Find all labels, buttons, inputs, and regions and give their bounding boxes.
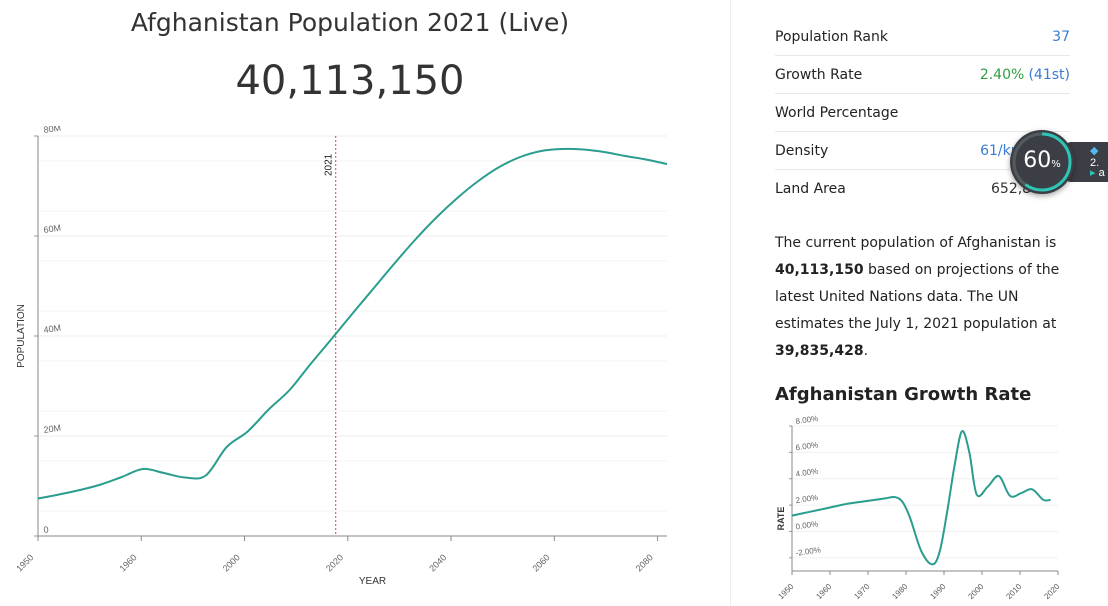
stat-row-growth-rate: Growth Rate 2.40% (41st): [775, 56, 1070, 94]
y-axis-label: RATE: [776, 507, 786, 531]
desc-text: based on projections of the latest Unite…: [775, 262, 1060, 332]
x-tick-label: 2010: [1004, 582, 1023, 601]
desc-live-population: 40,113,150: [775, 262, 864, 278]
stat-row-world-percentage: World Percentage: [775, 94, 1070, 132]
x-tick-label: 2020: [324, 552, 345, 573]
stat-label: Population Rank: [775, 28, 888, 45]
stat-label: Growth Rate: [775, 66, 863, 83]
y-tick-label: 40M: [43, 323, 62, 335]
y-tick-label: 6.00%: [795, 440, 819, 452]
population-description: The current population of Afghanistan is…: [775, 230, 1075, 365]
gauge-percent: 60%: [1023, 148, 1061, 173]
live-population-counter: 40,113,150: [235, 58, 465, 104]
y-tick-label: -2.00%: [795, 545, 821, 557]
x-tick-label: 1970: [852, 582, 871, 601]
stat-label: World Percentage: [775, 104, 899, 121]
stat-label: Density: [775, 142, 829, 159]
y-tick-label: 20M: [43, 423, 62, 435]
desc-july-population: 39,835,428: [775, 343, 864, 359]
growth-rate-chart: -2.00% 0.00% 2.00% 4.00% 6.00% 8.00% 1950 1960 1…: [776, 414, 1062, 601]
column-divider: [730, 0, 731, 606]
growth-rate-heading: Afghanistan Growth Rate: [775, 384, 1032, 405]
y-tick-label: 0.00%: [795, 519, 819, 531]
population-chart: 0 20M 40M 60M 80M 1950 1960 2000 2020 2040 2060 208…: [14, 126, 668, 587]
x-tick-label: 1950: [776, 582, 795, 601]
x-tick-label: 1960: [814, 582, 833, 601]
x-tick-label: 2040: [427, 552, 448, 573]
y-tick-label: 80M: [43, 126, 62, 135]
growth-rate-value: 2.40%: [979, 67, 1025, 83]
x-tick-label: 2020: [1042, 582, 1061, 601]
page-title: Afghanistan Population 2021 (Live): [130, 8, 570, 37]
widget-side-bottom: ▸ a: [1090, 167, 1105, 179]
y-tick-label: 8.00%: [795, 414, 819, 426]
y-axis-label: POPULATION: [16, 304, 27, 368]
x-tick-label: 1950: [14, 552, 35, 573]
stat-row-population-rank: Population Rank 37: [775, 18, 1070, 56]
population-panel: Afghanistan Population 2021 (Live) 40,11…: [14, 8, 668, 587]
x-tick-label: 2000: [966, 582, 985, 601]
y-tick-label: 60M: [43, 223, 62, 235]
growth-rank-link[interactable]: (41st): [1028, 67, 1070, 83]
population-line: [37, 147, 668, 500]
widget-side-top: ◆ 2.: [1090, 145, 1100, 169]
y-tick-label: 0: [43, 524, 49, 535]
growth-rate-line: [791, 430, 1051, 566]
year-marker-label: 2021: [324, 153, 335, 176]
x-tick-label: 2000: [221, 552, 242, 573]
x-tick-label: 2060: [530, 552, 551, 573]
widget-gauge[interactable]: 60%: [1010, 130, 1074, 194]
x-tick-label: 1960: [117, 552, 138, 573]
gauge-ring-icon: [1012, 132, 1072, 192]
population-rank-link[interactable]: 37: [1052, 28, 1070, 45]
stat-label: Land Area: [775, 180, 846, 197]
desc-text: .: [863, 343, 869, 359]
x-tick-label: 1990: [928, 582, 947, 601]
desc-text: The current population of Afghanistan is: [775, 235, 1057, 251]
y-tick-label: 2.00%: [795, 493, 819, 505]
y-tick-label: 4.00%: [795, 467, 819, 479]
speed-widget[interactable]: 60% ◆ 2. ▸ a: [1010, 130, 1108, 194]
x-axis-label: YEAR: [359, 576, 386, 587]
x-tick-label: 2080: [634, 552, 655, 573]
x-tick-label: 1980: [890, 582, 909, 601]
